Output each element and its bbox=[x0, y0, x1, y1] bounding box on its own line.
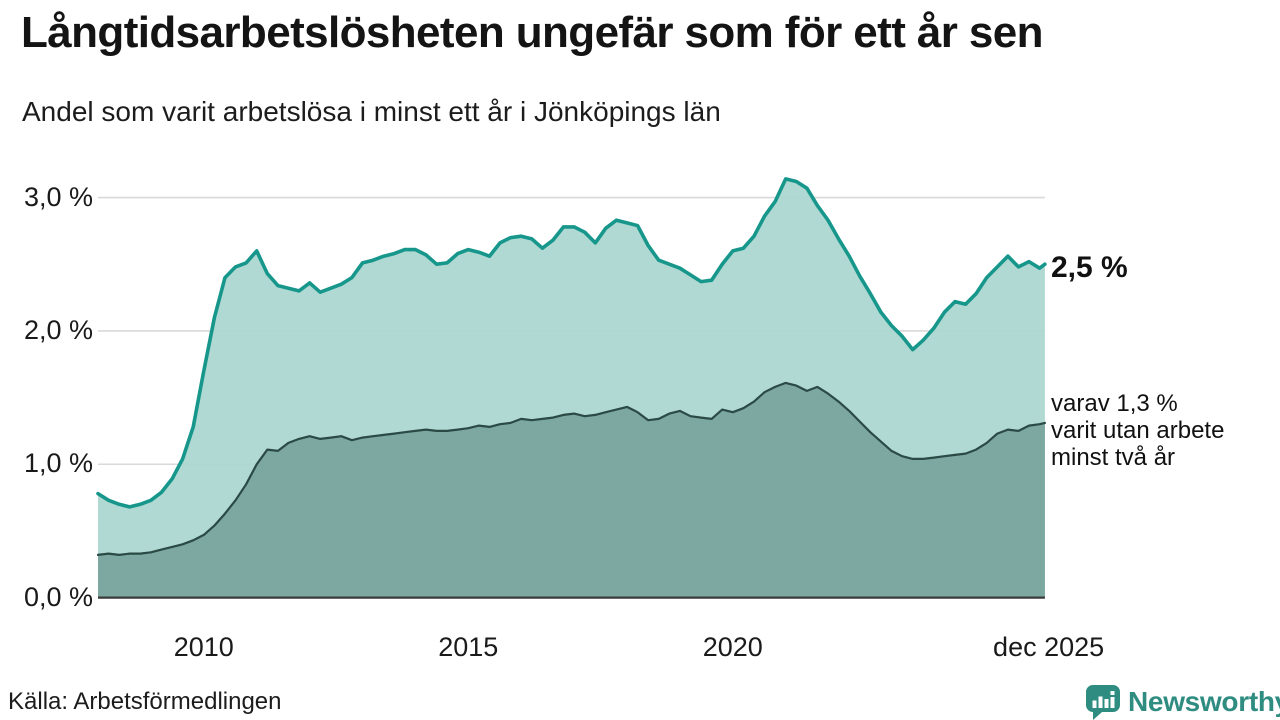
subset-value-label: varav 1,3 % varit utan arbete minst två … bbox=[1051, 390, 1225, 471]
source-attribution: Källa: Arbetsförmedlingen bbox=[8, 688, 282, 715]
chart-subtitle: Andel som varit arbetslösa i minst ett å… bbox=[22, 96, 721, 127]
x-tick-label: 2020 bbox=[702, 632, 763, 662]
page-title: Långtidsarbetslösheten ungefär som för e… bbox=[21, 8, 1044, 57]
series-line bbox=[96, 177, 1047, 509]
x-tick-label: dec 2025 bbox=[993, 632, 1105, 662]
newsworthy-bubble-chart-icon bbox=[1086, 684, 1120, 720]
y-tick-label: 2,0 % bbox=[23, 314, 93, 345]
newsworthy-wordmark: Newsworthy bbox=[1128, 685, 1280, 717]
latest-value-label: 2,5 % bbox=[1051, 251, 1128, 284]
area-fill bbox=[98, 382, 1045, 598]
y-tick-label: 3,0 % bbox=[23, 181, 93, 212]
series-line bbox=[96, 381, 1046, 556]
newsworthy-logo: Newsworthy bbox=[1085, 683, 1280, 720]
y-tick-label: 0,0 % bbox=[23, 581, 93, 612]
x-tick-label: 2015 bbox=[438, 632, 499, 662]
y-tick-label: 1,0 % bbox=[23, 448, 93, 479]
x-tick-label: 2010 bbox=[173, 632, 234, 662]
